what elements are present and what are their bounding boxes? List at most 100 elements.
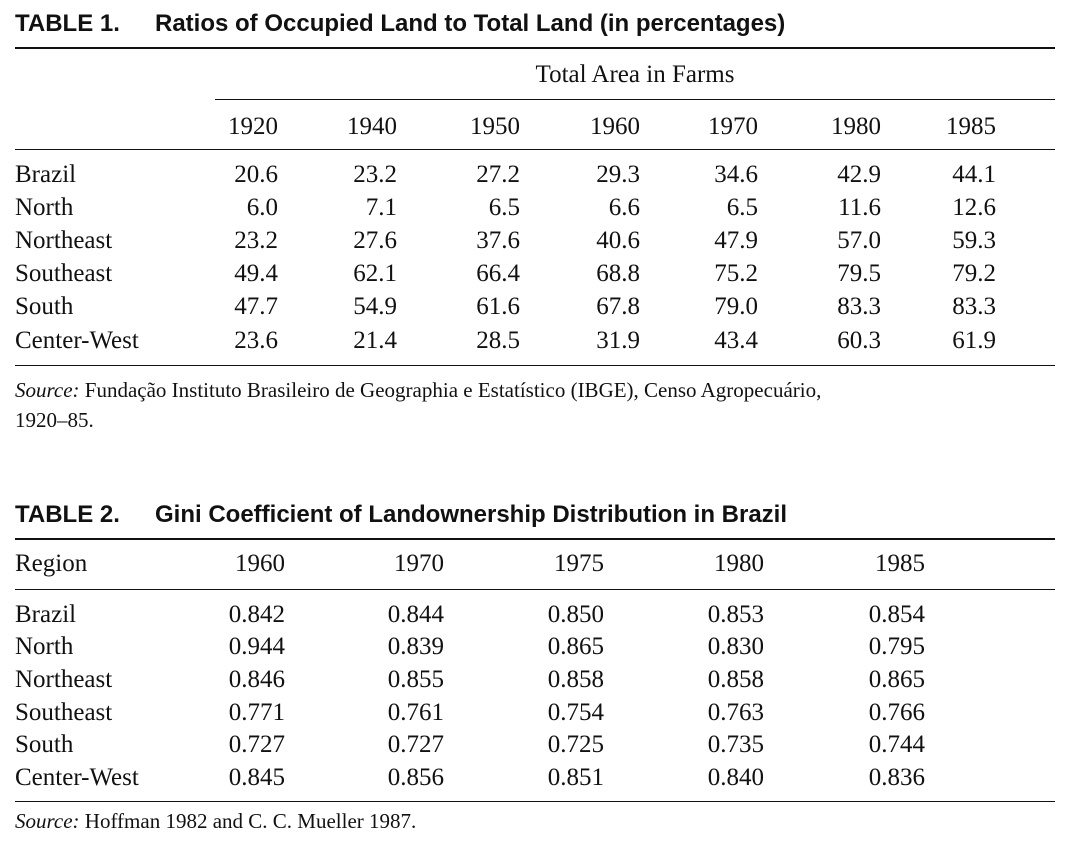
table2-bottom-rule: [15, 801, 1055, 802]
table2-region-label: North: [15, 633, 74, 660]
table1-region-label: Center-West: [15, 327, 139, 354]
table1-cell: 23.6: [234, 327, 278, 354]
table2-cell: 0.771: [228, 699, 285, 726]
table2-year-header: 1960: [235, 550, 285, 577]
table2-cell: 0.727: [228, 731, 285, 758]
table2-cell: 0.766: [868, 699, 925, 726]
table1-cell: 67.8: [596, 293, 640, 320]
table1-cell: 37.6: [476, 227, 520, 254]
table2-cell: 0.830: [707, 633, 764, 660]
table1-cell: 59.3: [952, 227, 996, 254]
table1-cell: 60.3: [837, 327, 881, 354]
table1-cell: 44.1: [952, 161, 996, 188]
table1-source-line2: 1920–85.: [15, 408, 94, 432]
table1-cell: 62.1: [353, 260, 397, 287]
table1-cell: 61.6: [476, 293, 520, 320]
table1-year-header: 1920: [228, 113, 278, 140]
table2-header-rule: [15, 589, 1055, 590]
table1-cell: 75.2: [714, 260, 758, 287]
table2-year-header: 1980: [714, 550, 764, 577]
table1-title: TABLE 1. Ratios of Occupied Land to Total…: [15, 12, 785, 36]
table2-cell: 0.761: [387, 699, 444, 726]
table2-region-label: Southeast: [15, 699, 113, 726]
table2-source-text: Hoffman 1982 and C. C. Mueller 1987.: [84, 809, 417, 833]
table2-cell: 0.725: [547, 731, 604, 758]
table2-cell: 0.853: [707, 601, 764, 628]
table1-year-header: 1950: [470, 113, 520, 140]
table1-cell: 27.6: [353, 227, 397, 254]
table1-cell: 20.6: [234, 161, 278, 188]
table2-cell: 0.845: [228, 764, 285, 791]
table2-cell: 0.735: [707, 731, 764, 758]
table2-region-label: Brazil: [15, 601, 77, 628]
table2-cell: 0.858: [707, 666, 764, 693]
table2-cell: 0.854: [868, 601, 925, 628]
table1-year-header: 1970: [708, 113, 758, 140]
table2-title: TABLE 2. Gini Coefficient of Landownershi…: [15, 503, 787, 527]
table2-cell: 0.795: [868, 633, 925, 660]
table2-cell: 0.855: [387, 666, 444, 693]
table2-cell: 0.844: [387, 601, 444, 628]
table2-source-label: Source:: [15, 809, 80, 833]
table1-number: TABLE 1.: [15, 10, 120, 37]
table2-number: TABLE 2.: [15, 501, 120, 528]
table2-cell: 0.851: [547, 764, 604, 791]
table2-cell: 0.744: [868, 731, 925, 758]
table2-region-label: South: [15, 731, 74, 758]
table1-region-label: South: [15, 293, 74, 320]
table2-cell: 0.856: [387, 764, 444, 791]
table1-cell: 43.4: [714, 327, 758, 354]
table2-cell: 0.858: [547, 666, 604, 693]
table2-cell: 0.754: [547, 699, 604, 726]
table1-spanning-header: Total Area in Farms: [535, 61, 735, 88]
table2-cell: 0.944: [228, 633, 285, 660]
table1-cell: 23.2: [234, 227, 278, 254]
table1-cell: 21.4: [353, 327, 397, 354]
table1-cell: 79.0: [714, 293, 758, 320]
table2-region-label: Northeast: [15, 666, 113, 693]
table1-header-rule: [15, 149, 1055, 150]
table1-cell: 6.0: [246, 194, 278, 221]
table1-cell: 66.4: [476, 260, 520, 287]
table2-source: Source: Hoffman 1982 and C. C. Mueller 1…: [15, 806, 416, 836]
table2-year-header: 1975: [554, 550, 604, 577]
table1-region-label: Northeast: [15, 227, 113, 254]
table1-year-header: 1985: [946, 113, 996, 140]
table1-cell: 12.6: [952, 194, 996, 221]
table1-cell: 49.4: [234, 260, 278, 287]
table1-cell: 61.9: [952, 327, 996, 354]
table1-source-line1: Fundação Instituto Brasileiro de Geograp…: [84, 378, 822, 402]
table2-year-header: 1985: [875, 550, 925, 577]
table2-region-label: Center-West: [15, 764, 139, 791]
table2-cell: 0.840: [707, 764, 764, 791]
table2-cell: 0.850: [547, 601, 604, 628]
table1-cell: 34.6: [714, 161, 758, 188]
table2-cell: 0.846: [228, 666, 285, 693]
table1-title-text: Ratios of Occupied Land to Total Land (i…: [155, 10, 786, 37]
table1-cell: 83.3: [952, 293, 996, 320]
table1-cell: 11.6: [838, 194, 881, 221]
table1-year-header: 1960: [590, 113, 640, 140]
table1-cell: 47.9: [714, 227, 758, 254]
table1-cell: 29.3: [596, 161, 640, 188]
table1-cell: 6.5: [726, 194, 758, 221]
table1-year-header: 1980: [831, 113, 881, 140]
table1-cell: 42.9: [837, 161, 881, 188]
table1-cell: 23.2: [353, 161, 397, 188]
table2-cell: 0.865: [868, 666, 925, 693]
table1-cell: 47.7: [234, 293, 278, 320]
table1-cell: 54.9: [353, 293, 397, 320]
table2-cell: 0.865: [547, 633, 604, 660]
table1-cell: 31.9: [596, 327, 640, 354]
table1-spanner-rule: [215, 99, 1055, 100]
table2-cell: 0.842: [228, 601, 285, 628]
table1-cell: 57.0: [837, 227, 881, 254]
table2-title-text: Gini Coefficient of Landownership Distri…: [155, 501, 788, 528]
table1-region-label: Southeast: [15, 260, 113, 287]
table1-source-label: Source:: [15, 378, 80, 402]
table1-region-label: Brazil: [15, 161, 77, 188]
table1-cell: 79.5: [837, 260, 881, 287]
table2-cell: 0.763: [707, 699, 764, 726]
table1-cell: 6.6: [608, 194, 640, 221]
table1-cell: 83.3: [837, 293, 881, 320]
